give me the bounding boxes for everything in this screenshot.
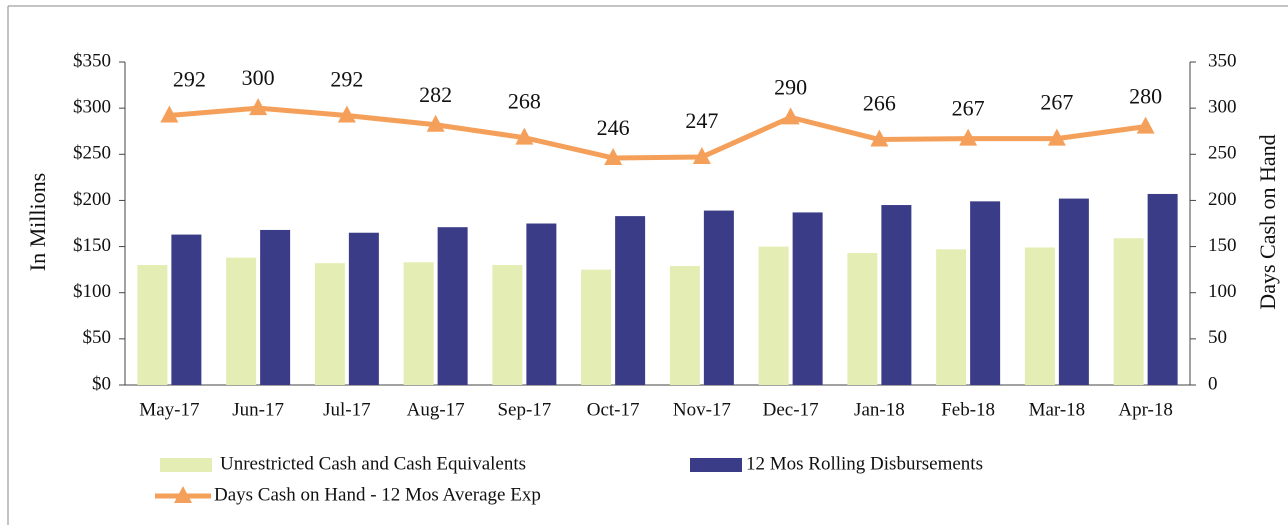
y2-tick-label: 200 [1208, 189, 1237, 210]
line-marker [426, 114, 445, 132]
y-axis-label: In Millions [25, 173, 50, 271]
legend-marker [174, 486, 192, 503]
legend-label: Days Cash on Hand - 12 Mos Average Exp [214, 484, 541, 505]
line-marker [1136, 116, 1155, 134]
data-label: 247 [685, 108, 718, 133]
bar [669, 265, 700, 385]
x-tick-label: Sep-17 [497, 399, 551, 420]
data-label: 246 [597, 115, 630, 140]
bar [403, 262, 434, 385]
data-label: 280 [1129, 84, 1162, 109]
legend-label: 12 Mos Rolling Disbursements [746, 453, 983, 474]
bar [581, 269, 612, 385]
bar [226, 257, 257, 385]
x-tick-label: Feb-18 [941, 399, 995, 420]
y-tick-label: $300 [73, 97, 111, 118]
bar [492, 265, 523, 385]
line-marker [870, 129, 889, 147]
line-marker [337, 105, 356, 123]
bar [758, 246, 789, 385]
data-label: 300 [242, 65, 275, 90]
y2-tick-label: 0 [1208, 373, 1218, 394]
data-label: 266 [863, 91, 896, 116]
legend-swatch [690, 458, 742, 472]
y2-tick-label: 250 [1208, 143, 1237, 164]
x-tick-label: Jul-17 [323, 399, 371, 420]
bar [137, 265, 168, 385]
bar [348, 232, 379, 385]
x-tick-label: Aug-17 [407, 399, 465, 420]
legend-swatch [160, 458, 212, 472]
data-label: 292 [173, 67, 206, 92]
y-tick-label: $250 [73, 143, 111, 164]
x-tick-label: Jun-17 [232, 399, 284, 420]
bar [526, 223, 557, 385]
bar [615, 216, 646, 385]
y-tick-label: $100 [73, 281, 111, 302]
data-label: 267 [952, 96, 985, 121]
data-label: 267 [1040, 90, 1073, 115]
bar [1058, 198, 1089, 385]
bar [847, 253, 878, 385]
y-tick-label: $150 [73, 235, 111, 256]
x-tick-label: Jan-18 [854, 399, 905, 420]
line-marker [692, 147, 711, 165]
data-label: 290 [774, 74, 807, 99]
bar [260, 229, 291, 385]
y-tick-label: $200 [73, 189, 111, 210]
y2-tick-label: 100 [1208, 281, 1237, 302]
x-tick-label: Oct-17 [587, 399, 640, 420]
line-marker [160, 105, 179, 123]
x-tick-label: Nov-17 [673, 399, 731, 420]
y-tick-label: $0 [92, 373, 111, 394]
x-tick-label: May-17 [139, 399, 199, 420]
bar [314, 263, 345, 385]
data-label: 268 [508, 89, 541, 114]
y2-tick-label: 150 [1208, 235, 1237, 256]
legend-label: Unrestricted Cash and Cash Equivalents [220, 453, 526, 474]
bar [936, 249, 967, 385]
x-tick-label: Mar-18 [1029, 399, 1086, 420]
x-tick-label: Apr-18 [1118, 399, 1173, 420]
data-label: 282 [419, 82, 452, 107]
line-marker [959, 128, 978, 146]
x-tick-label: Dec-17 [763, 399, 819, 420]
bar [1147, 193, 1178, 385]
line-marker [1047, 128, 1066, 146]
line-marker [781, 107, 800, 125]
line-marker [515, 127, 534, 145]
y2-axis-label: Days Cash on Hand [1255, 134, 1280, 309]
bar [970, 201, 1001, 385]
bar [1113, 238, 1144, 385]
y-tick-label: $50 [83, 327, 112, 348]
bar [437, 227, 468, 385]
y2-tick-label: 350 [1208, 50, 1237, 71]
bar [1024, 247, 1055, 385]
bar [881, 205, 912, 385]
y-tick-label: $350 [73, 50, 111, 71]
bar [171, 234, 202, 385]
data-label: 292 [330, 67, 363, 92]
bar [703, 210, 734, 385]
y2-tick-label: 300 [1208, 97, 1237, 118]
bar [792, 212, 823, 385]
line-marker [249, 98, 268, 116]
line-marker [604, 147, 623, 165]
y2-tick-label: 50 [1208, 327, 1227, 348]
line [169, 105, 1146, 161]
